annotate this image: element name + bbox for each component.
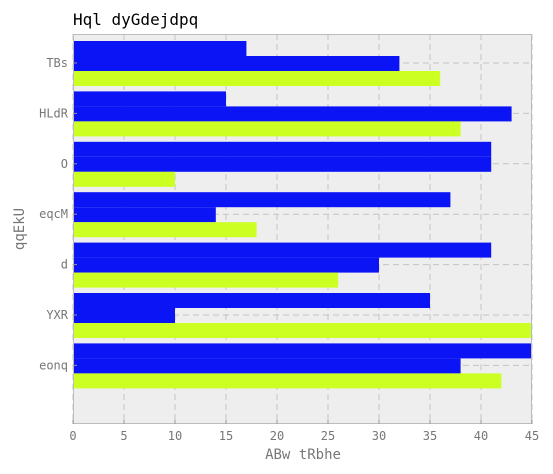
x-tick-label: 20 bbox=[270, 429, 284, 443]
bar bbox=[73, 293, 430, 308]
y-axis-label: qqEkU bbox=[12, 208, 28, 250]
bar bbox=[73, 156, 492, 172]
bar bbox=[73, 121, 461, 137]
x-tick-label: 10 bbox=[168, 429, 182, 443]
x-tick-label: 45 bbox=[525, 429, 539, 443]
bar bbox=[73, 141, 492, 157]
bar bbox=[73, 91, 226, 107]
bar bbox=[73, 41, 247, 56]
bar bbox=[73, 323, 532, 338]
x-axis-ticks: 0 5 10 15 20 25 30 35 40 45 bbox=[69, 420, 539, 443]
bar bbox=[73, 71, 441, 86]
y-tick-label: HLdR bbox=[39, 106, 69, 120]
bar bbox=[73, 171, 175, 187]
x-tick-label: 25 bbox=[321, 429, 335, 443]
bar bbox=[73, 257, 379, 273]
bar bbox=[73, 343, 532, 359]
bar bbox=[73, 373, 502, 389]
y-tick-label: eonq bbox=[39, 358, 68, 372]
x-tick-label: 15 bbox=[219, 429, 233, 443]
bar bbox=[73, 106, 512, 122]
x-tick-label: 40 bbox=[474, 429, 488, 443]
bar bbox=[73, 56, 400, 71]
bar bbox=[73, 192, 451, 208]
x-tick-label: 35 bbox=[423, 429, 437, 443]
chart-title: Hql dyGdejdpq bbox=[73, 10, 198, 29]
bar bbox=[73, 308, 175, 323]
plot-frame bbox=[73, 34, 532, 424]
x-tick-label: 30 bbox=[372, 429, 386, 443]
y-tick-label: d bbox=[61, 258, 68, 272]
bar bbox=[73, 272, 339, 288]
y-tick-label: YXR bbox=[46, 308, 68, 322]
x-axis-label: ABw tRbhe bbox=[265, 447, 341, 463]
x-tick-label: 5 bbox=[120, 429, 127, 443]
y-tick-label: O bbox=[61, 157, 68, 171]
bar bbox=[73, 207, 216, 223]
bar bbox=[73, 242, 492, 258]
bar bbox=[73, 222, 257, 238]
bars-group bbox=[73, 41, 532, 389]
bar bbox=[73, 358, 461, 374]
x-tick-label: 0 bbox=[69, 429, 76, 443]
y-tick-label: eqcM bbox=[39, 207, 68, 221]
y-tick-label: TBs bbox=[46, 56, 68, 70]
